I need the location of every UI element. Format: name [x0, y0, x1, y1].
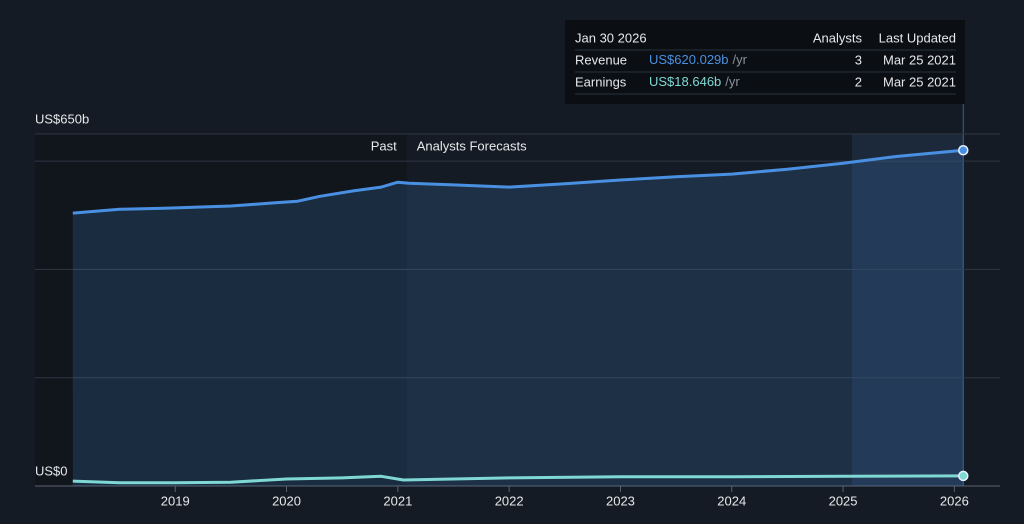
revenue-area — [72, 150, 964, 486]
tooltip-col: Last Updated — [879, 30, 956, 45]
x-tick-label: 2024 — [717, 493, 746, 508]
tooltip-name: Earnings — [575, 74, 627, 89]
tooltip-col: Analysts — [813, 30, 863, 45]
series-line — [72, 474, 964, 485]
forecast-label: Analysts Forecasts — [417, 138, 527, 153]
tooltip-date: Jan 30 2026 — [575, 30, 647, 45]
tooltip-unit: /yr — [733, 52, 748, 67]
tooltip-value-label: US$620.029b — [649, 52, 729, 67]
hover-region — [852, 134, 964, 486]
x-tick-label: 2025 — [829, 493, 858, 508]
end-point — [958, 144, 969, 156]
tooltip-updated: Mar 25 2021 — [883, 74, 956, 89]
tooltip: Jan 30 2026 Analysts Last Updated Revenue US… — [565, 20, 965, 104]
x-tick-label: 2022 — [495, 493, 524, 508]
past-label: Past — [371, 138, 397, 153]
series-line — [72, 148, 964, 215]
tooltip-analysts: 2 — [855, 74, 862, 89]
tooltip-value: US$18.646b/yr — [649, 74, 740, 89]
end-point — [958, 470, 969, 482]
tooltip-unit: /yr — [725, 74, 740, 89]
tooltip-box — [565, 20, 965, 104]
tooltip-name: Revenue — [575, 52, 627, 67]
y-tick-label: US$650b — [35, 111, 89, 126]
tooltip-value-label: US$18.646b — [649, 74, 721, 89]
tooltip-value: US$620.029b/yr — [649, 52, 748, 67]
x-tick-label: 2023 — [606, 493, 635, 508]
tooltip-updated: Mar 25 2021 — [883, 52, 956, 67]
x-tick-label: 2019 — [161, 493, 190, 508]
x-tick-label: 2021 — [383, 493, 412, 508]
y-tick-label: US$0 — [35, 463, 68, 478]
x-tick-label: 2020 — [272, 493, 301, 508]
x-tick-label: 2026 — [940, 493, 969, 508]
tooltip-analysts: 3 — [855, 52, 862, 67]
